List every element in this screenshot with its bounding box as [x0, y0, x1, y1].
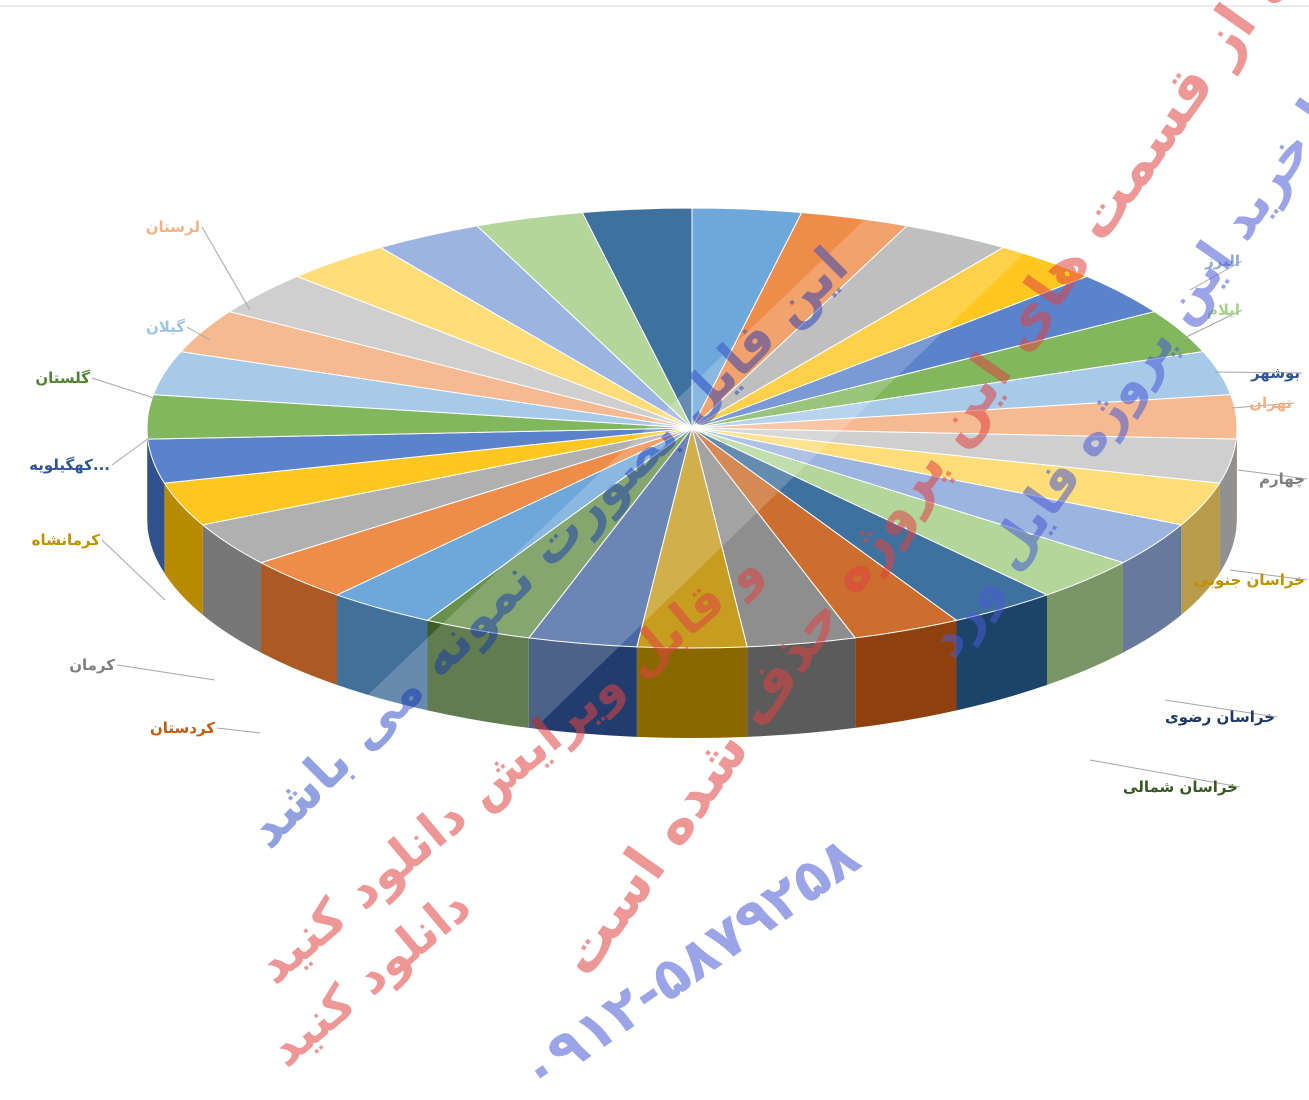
slice-label: خراسان شمالی [1123, 778, 1238, 796]
slice-side [337, 594, 428, 711]
slice-side [427, 620, 529, 728]
slice-label: کردستان [150, 719, 215, 737]
leader-line [1231, 402, 1295, 409]
slice-label: لرستان [146, 218, 200, 236]
slice-side [528, 637, 637, 737]
slice-side [636, 646, 748, 739]
slice-label: کهگیلویه... [29, 456, 110, 474]
leader-line [91, 377, 161, 401]
leader-line [1164, 699, 1278, 718]
slice-side [147, 428, 148, 530]
leader-line [216, 727, 261, 734]
slice-side [956, 594, 1047, 711]
slice-label: تهران [1249, 394, 1292, 412]
slice-label: بوشهر [1250, 364, 1300, 382]
slice-side [1181, 483, 1220, 615]
slice-label: ایلام [1207, 301, 1240, 319]
slice-side [202, 524, 262, 653]
leader-line [1189, 260, 1243, 291]
slice-side [164, 483, 203, 615]
slice-side [147, 439, 165, 574]
leader-line [101, 539, 166, 601]
pie-highlight [147, 208, 1237, 648]
slice-side [1122, 524, 1182, 653]
leader-line [116, 664, 216, 681]
slice-label: گلستان [35, 369, 90, 387]
slice-label: کرمان [69, 656, 115, 674]
slice-side [1236, 428, 1237, 530]
slice-label: چهارم [1259, 470, 1305, 489]
slice-side [1219, 439, 1237, 574]
leader-line [1229, 569, 1308, 581]
slice-side [1046, 562, 1123, 685]
slice-side [855, 620, 957, 728]
pie-slice [581, 207, 693, 429]
slice-side [747, 637, 856, 737]
slice-label: خراسان رضوی [1165, 708, 1275, 726]
leader-line [201, 226, 251, 311]
leader-line [1179, 309, 1243, 341]
leader-line [1237, 469, 1308, 480]
leader-line [1214, 371, 1303, 374]
slice-label: خراسان جنوبی [1194, 571, 1305, 589]
slice-side [261, 562, 338, 685]
slice-label: کرمانشاه [32, 531, 101, 549]
watermark-band [300, 90, 1120, 840]
leader-line [1089, 759, 1241, 788]
slice-label: البرز [1204, 252, 1240, 270]
slice-label: گیلان [146, 318, 185, 336]
leader-line [111, 429, 161, 466]
leader-line [186, 326, 211, 341]
